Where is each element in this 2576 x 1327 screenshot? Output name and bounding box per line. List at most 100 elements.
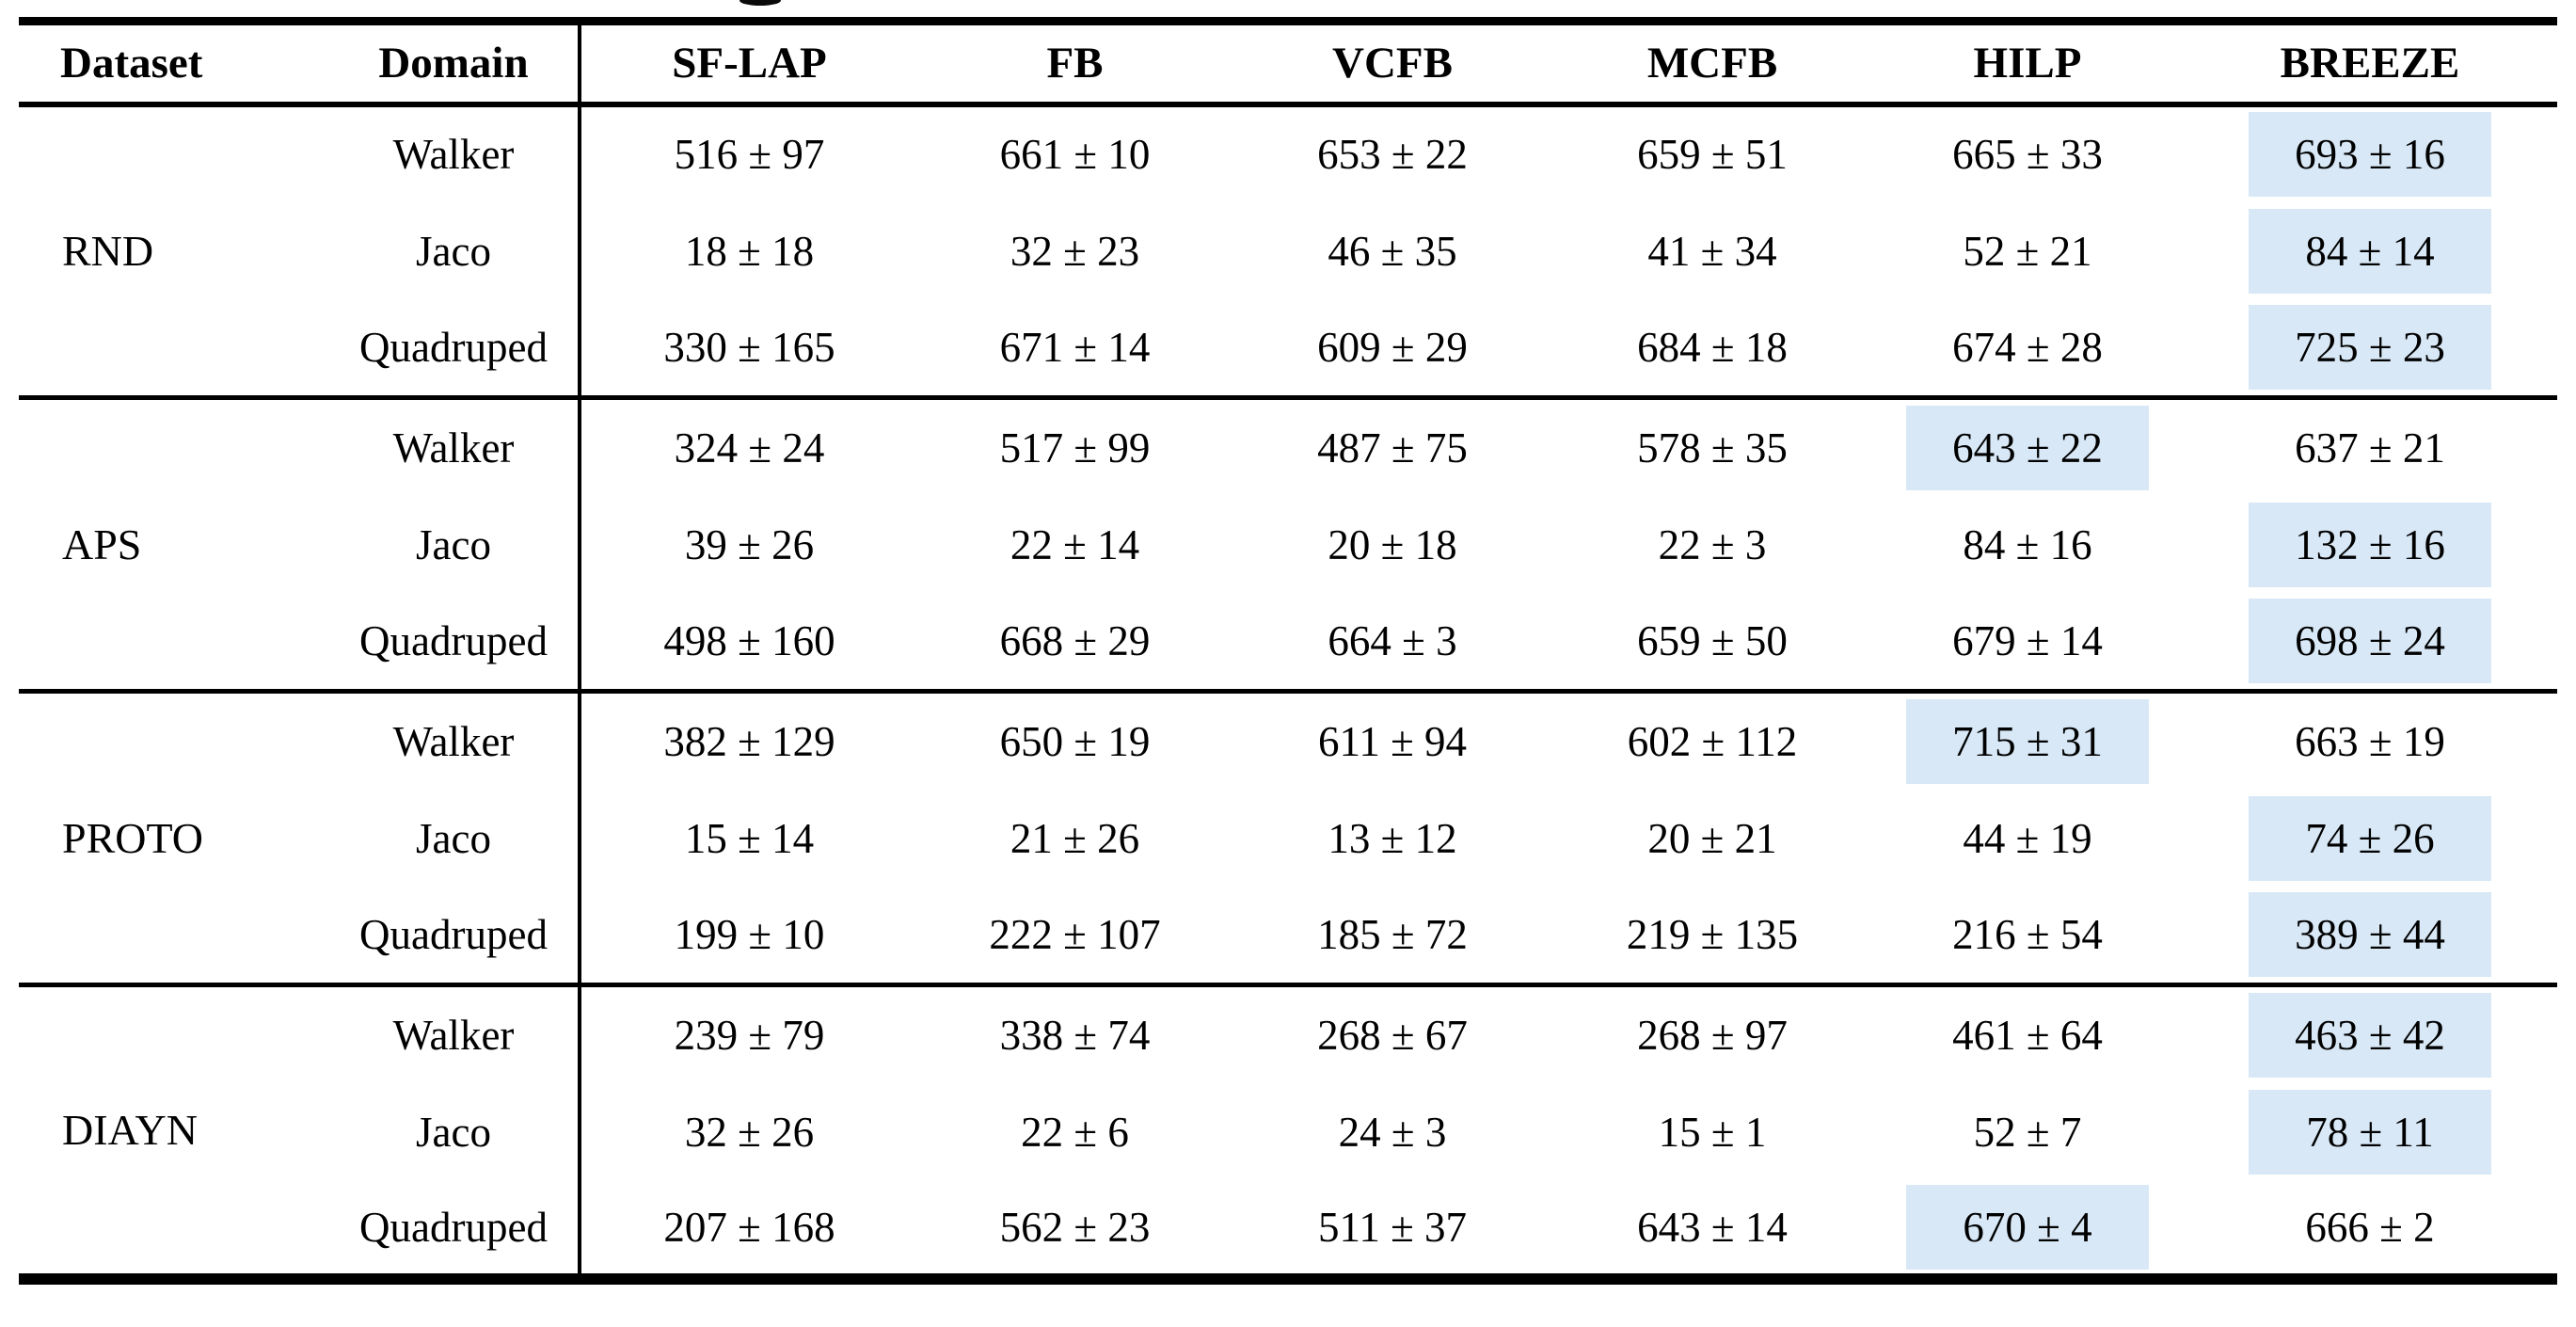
table-row: RND Walker 516 ± 97 661 ± 10 653 ± 22 65… xyxy=(19,102,2557,398)
value-cell: 389 ± 44 xyxy=(2183,887,2557,985)
highlighted-value: 715 ± 31 xyxy=(1906,698,2149,784)
value-cell: 674 ± 28 xyxy=(1952,324,2103,372)
table-header: Dataset Domain SF-LAP FB VCFB MCFB HILP … xyxy=(19,21,2557,107)
value-cell: 643 ± 14 xyxy=(1637,1203,1788,1251)
value-cell: 20 ± 18 xyxy=(1328,520,1457,568)
value-cell: 668 ± 29 xyxy=(999,617,1151,665)
cutoff-caption-glyph xyxy=(739,0,781,6)
value-cell: 679 ± 14 xyxy=(1952,617,2103,665)
table-row: Quadruped 207 ± 168 562 ± 23 511 ± 37 64… xyxy=(19,1180,2557,1279)
value-cell: 725 ± 23 xyxy=(2183,300,2557,398)
highlighted-value: 670 ± 4 xyxy=(1906,1184,2149,1270)
value-cell: 22 ± 14 xyxy=(1010,520,1140,568)
value-cell: 268 ± 67 xyxy=(1232,983,1552,1083)
value-cell: 562 ± 23 xyxy=(999,1203,1151,1251)
dataset-label-proto: PROTO xyxy=(19,689,329,985)
value-cell: 239 ± 79 xyxy=(578,983,917,1083)
value-cell: 44 ± 19 xyxy=(1963,814,2092,862)
table-row: Jaco 39 ± 26 22 ± 14 20 ± 18 22 ± 3 84 ±… xyxy=(19,495,2557,594)
domain-label: Walker xyxy=(329,689,580,790)
domain-label: Jaco xyxy=(416,520,491,568)
column-header-vcfb: VCFB xyxy=(1232,21,1552,107)
value-cell: 650 ± 19 xyxy=(917,689,1232,790)
value-cell: 185 ± 72 xyxy=(1317,911,1468,959)
value-cell: 39 ± 26 xyxy=(578,495,917,594)
highlighted-value: 74 ± 26 xyxy=(2249,795,2491,881)
table-row: Jaco 15 ± 14 21 ± 26 13 ± 12 20 ± 21 44 … xyxy=(19,789,2557,887)
column-header-domain: Domain xyxy=(329,21,580,107)
highlighted-value: 389 ± 44 xyxy=(2249,892,2491,978)
dataset-label-aps: APS xyxy=(19,395,329,692)
domain-label: Walker xyxy=(329,395,580,496)
domain-label: Jaco xyxy=(416,814,491,862)
column-header-mcfb: MCFB xyxy=(1552,21,1872,107)
column-header-dataset: Dataset xyxy=(19,21,329,107)
column-header-fb: FB xyxy=(917,21,1232,107)
value-cell: 74 ± 26 xyxy=(2183,790,2557,887)
domain-label: Jaco xyxy=(416,1108,491,1156)
value-cell: 461 ± 64 xyxy=(1872,983,2183,1083)
value-cell: 15 ± 14 xyxy=(578,789,917,887)
value-cell: 684 ± 18 xyxy=(1637,324,1788,372)
value-cell: 487 ± 75 xyxy=(1232,395,1552,496)
value-cell: 222 ± 107 xyxy=(989,911,1161,959)
highlighted-value: 725 ± 23 xyxy=(2249,305,2491,391)
value-cell: 24 ± 3 xyxy=(1338,1108,1447,1156)
value-cell: 517 ± 99 xyxy=(917,395,1232,496)
value-cell: 602 ± 112 xyxy=(1552,689,1872,790)
column-header-hilp: HILP xyxy=(1872,21,2183,107)
value-cell: 32 ± 23 xyxy=(1010,227,1140,275)
value-cell: 324 ± 24 xyxy=(578,395,917,496)
value-cell: 13 ± 12 xyxy=(1328,814,1457,862)
value-cell: 18 ± 18 xyxy=(578,201,917,300)
value-cell: 715 ± 31 xyxy=(1872,689,2183,790)
highlighted-value: 693 ± 16 xyxy=(2249,112,2491,197)
value-cell: 84 ± 14 xyxy=(2183,202,2557,300)
table-row: Quadruped 199 ± 10 222 ± 107 185 ± 72 21… xyxy=(19,887,2557,985)
value-cell: 693 ± 16 xyxy=(2183,102,2557,202)
table-row: Jaco 18 ± 18 32 ± 23 46 ± 35 41 ± 34 52 … xyxy=(19,201,2557,300)
value-cell: 15 ± 1 xyxy=(1658,1108,1767,1156)
results-table: Dataset Domain SF-LAP FB VCFB MCFB HILP … xyxy=(19,17,2557,1285)
value-cell: 21 ± 26 xyxy=(1010,814,1140,862)
table-row: APS Walker 324 ± 24 517 ± 99 487 ± 75 57… xyxy=(19,395,2557,692)
value-cell: 670 ± 4 xyxy=(1872,1181,2183,1279)
column-header-sf-lap: SF-LAP xyxy=(578,21,917,107)
value-cell: 653 ± 22 xyxy=(1232,102,1552,202)
domain-label: Quadruped xyxy=(359,911,548,959)
domain-label: Jaco xyxy=(416,227,491,275)
value-cell: 671 ± 14 xyxy=(999,324,1151,372)
value-cell: 609 ± 29 xyxy=(1317,324,1468,372)
value-cell: 511 ± 37 xyxy=(1317,1203,1468,1251)
value-cell: 665 ± 33 xyxy=(1872,102,2183,202)
value-cell: 698 ± 24 xyxy=(2183,594,2557,692)
table-row: Jaco 32 ± 26 22 ± 6 24 ± 3 15 ± 1 52 ± 7… xyxy=(19,1082,2557,1181)
highlighted-value: 463 ± 42 xyxy=(2249,992,2491,1078)
dataset-label-diayn: DIAYN xyxy=(19,983,329,1279)
highlighted-value: 698 ± 24 xyxy=(2249,599,2491,684)
value-cell: 382 ± 129 xyxy=(578,689,917,790)
domain-label: Quadruped xyxy=(359,617,548,665)
value-cell: 611 ± 94 xyxy=(1232,689,1552,790)
value-cell: 268 ± 97 xyxy=(1552,983,1872,1083)
domain-label: Quadruped xyxy=(359,324,548,372)
value-cell: 20 ± 21 xyxy=(1647,814,1777,862)
table-row: PROTO Walker 382 ± 129 650 ± 19 611 ± 94… xyxy=(19,689,2557,985)
value-cell: 22 ± 3 xyxy=(1658,520,1767,568)
dataset-label-rnd: RND xyxy=(19,102,329,398)
domain-label: Quadruped xyxy=(359,1203,548,1251)
highlighted-value: 643 ± 22 xyxy=(1906,405,2149,490)
value-cell: 664 ± 3 xyxy=(1328,617,1457,665)
highlighted-value: 132 ± 16 xyxy=(2249,502,2491,587)
value-cell: 32 ± 26 xyxy=(578,1082,917,1181)
value-cell: 78 ± 11 xyxy=(2183,1083,2557,1181)
highlighted-value: 78 ± 11 xyxy=(2249,1089,2491,1175)
value-cell: 578 ± 35 xyxy=(1552,395,1872,496)
value-cell: 207 ± 168 xyxy=(578,1180,917,1279)
value-cell: 637 ± 21 xyxy=(2183,395,2557,496)
value-cell: 199 ± 10 xyxy=(578,887,917,985)
value-cell: 330 ± 165 xyxy=(578,299,917,398)
value-cell: 659 ± 50 xyxy=(1637,617,1788,665)
value-cell: 52 ± 7 xyxy=(1973,1108,2082,1156)
value-cell: 663 ± 19 xyxy=(2183,689,2557,790)
